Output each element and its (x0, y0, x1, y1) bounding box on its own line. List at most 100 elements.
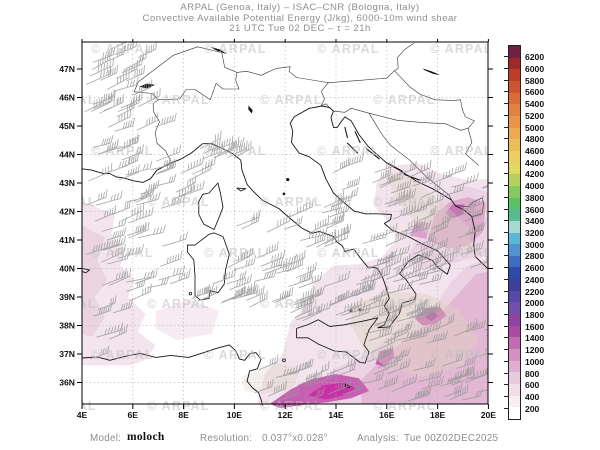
lat-axis-label: 45N (59, 121, 75, 131)
analysis-label: Analysis: (357, 433, 399, 444)
colorbar-label: 4800 (525, 134, 545, 145)
colorbar-label: 1400 (525, 333, 545, 344)
lon-axis-label: 14E (328, 410, 344, 420)
arpal-watermark: © ARPAL (204, 144, 267, 158)
lat-axis-label: 37N (59, 349, 75, 359)
arpal-watermark: © ARPAL (317, 246, 380, 260)
colorbar-tick (504, 396, 508, 398)
lon-axis-label: 12E (278, 410, 294, 420)
wind-barbs-cluster (322, 153, 365, 214)
wind-barbs-cluster (362, 158, 488, 272)
colorbar-label: 3400 (525, 216, 545, 227)
colorbar-segment (509, 104, 520, 116)
arpal-watermark: © ARPAL (204, 246, 267, 260)
arpal-watermark: © ARPAL (260, 297, 323, 311)
figure-footer: Model: moloch Resolution: 0.037°x0.028° … (0, 430, 600, 450)
figure-title: ARPAL (Genoa, Italy) – ISAC–CNR (Bologna… (0, 2, 600, 35)
model-label: Model: (90, 433, 122, 444)
colorbar-label: 2400 (525, 274, 545, 285)
colorbar-segment (509, 162, 520, 175)
colorbar-tick (504, 185, 508, 187)
colorbar-tick (504, 349, 508, 351)
wind-shear-barbs (84, 42, 488, 402)
colorbar-label: 5600 (525, 87, 545, 98)
country-border (368, 112, 452, 201)
colorbar-tick (504, 325, 508, 327)
colorbar-label: 3600 (525, 204, 545, 215)
colorbar-tick (504, 138, 508, 140)
island-outline (82, 268, 91, 274)
colorbar-segment (509, 115, 520, 128)
country-border (460, 99, 479, 166)
colorbar-segment (509, 232, 520, 245)
small-island-dot (188, 291, 193, 296)
colorbar-tick (504, 255, 508, 257)
colorbar-label: 800 (525, 368, 540, 379)
colorbar-tick (504, 220, 508, 222)
arpal-watermark: © ARPAL (34, 93, 97, 107)
arpal-watermark: © ARPAL (34, 399, 97, 413)
colorbar-tick (504, 360, 508, 362)
arpal-watermark: © ARPAL (430, 144, 493, 158)
colorbar-segment (509, 290, 520, 303)
country-border (394, 70, 461, 101)
colorbar-label: 2200 (525, 286, 545, 297)
colorbar-label: 1800 (525, 310, 545, 321)
resolution-value: 0.037°x0.028° (262, 433, 328, 444)
axes: 47N 46N 45N 44N 43N 42N 41N 40N 39N 38N 37N 36N 4E 6E… (59, 39, 496, 420)
colorbar-label: 3000 (525, 239, 545, 250)
colorbar-segment (509, 267, 520, 280)
small-island-dot (282, 358, 286, 363)
lake-shape (422, 68, 441, 75)
colorbar-tick (504, 278, 508, 280)
colorbar-segment (509, 80, 520, 93)
colorbar-tick (504, 56, 508, 58)
colorbar-segment (509, 127, 520, 140)
lon-axis-label: 4E (77, 410, 88, 420)
colorbar-label: 4600 (525, 145, 545, 156)
lat-axis-label: 41N (59, 235, 75, 245)
lat-axis-label: 36N (59, 378, 75, 388)
colorbar-label: 5800 (525, 75, 545, 86)
geography (82, 43, 488, 406)
lake-shape (210, 46, 228, 55)
colorbar-segment (509, 174, 520, 186)
arpal-watermark: © ARPAL (147, 93, 210, 107)
lake-shape (248, 105, 253, 114)
cape-colorbar (508, 45, 521, 420)
country-border (321, 82, 330, 109)
wind-barbs-cluster (254, 354, 364, 402)
colorbar-segment (509, 384, 520, 396)
colorbar-tick (504, 196, 508, 198)
arpal-watermark: © ARPAL (430, 348, 493, 362)
colorbar-segment (509, 255, 520, 268)
island-outline (198, 182, 224, 230)
colorbar-label: 5400 (525, 99, 545, 110)
colorbar-label: 6000 (525, 63, 545, 74)
arpal-watermark: © ARPAL (91, 246, 154, 260)
cape-shading-region (361, 271, 488, 404)
colorbar-tick (504, 337, 508, 339)
arpal-watermark: © ARPAL (204, 348, 267, 362)
small-lake-dot (282, 192, 286, 196)
arpal-watermark: © ARPAL (260, 195, 323, 209)
colorbar-label: 4000 (525, 181, 545, 192)
wind-barbs-cluster (85, 217, 191, 302)
analysis-value: Tue 00Z02DEC2025 (404, 433, 499, 444)
colorbar-segment (509, 244, 520, 256)
colorbar-label: 1600 (525, 321, 545, 332)
country-border (236, 66, 329, 83)
colorbar-tick (504, 314, 508, 316)
country-border (152, 99, 172, 162)
arpal-watermark: © ARPAL (147, 297, 210, 311)
colorbar-tick (504, 290, 508, 292)
lat-axis-label: 39N (59, 292, 75, 302)
island-sliver (354, 131, 361, 144)
small-lake-dot (286, 177, 290, 182)
coastline-path (82, 105, 488, 329)
lon-axis-label: 16E (379, 410, 395, 420)
arpal-watermark: © ARPAL (373, 297, 436, 311)
wind-barbs-cluster (288, 198, 352, 248)
cape-shading-region (427, 197, 486, 249)
island-sliver (346, 142, 359, 154)
